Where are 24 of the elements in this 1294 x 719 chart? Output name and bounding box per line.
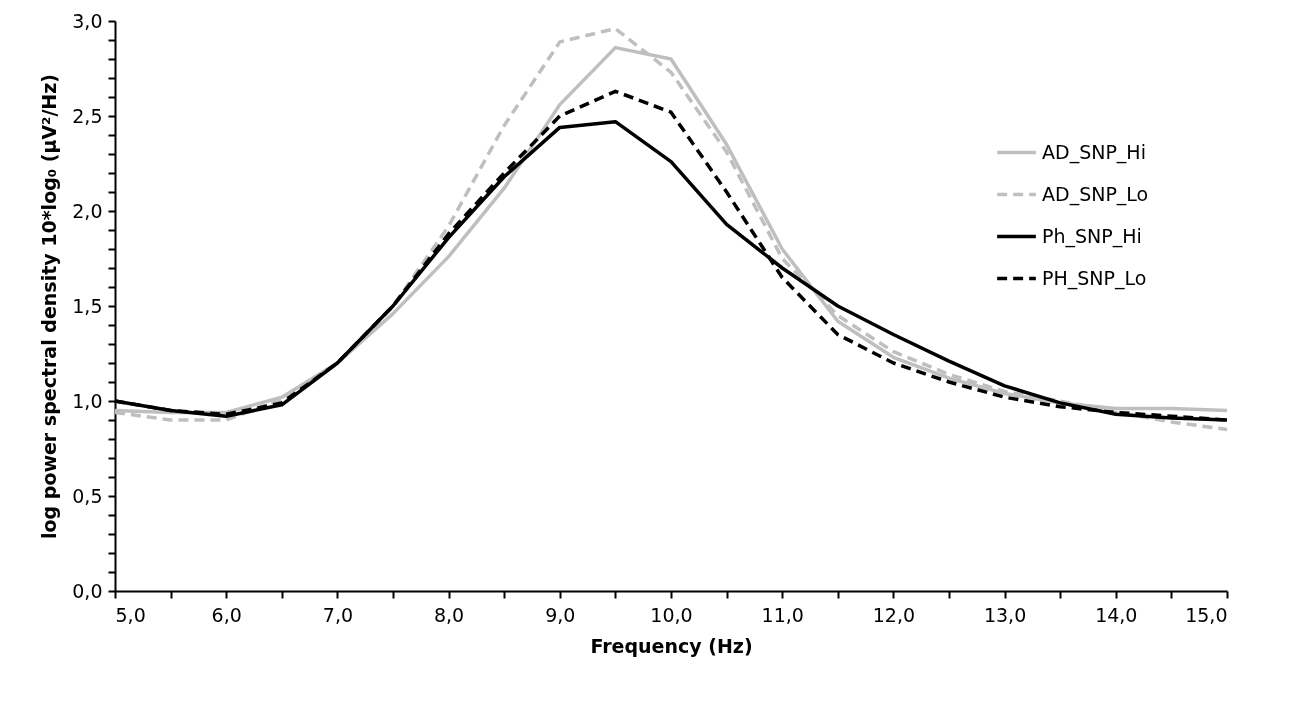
x-tick-label: 5,0 <box>115 603 146 626</box>
x-tick-label: 13,0 <box>983 603 1027 626</box>
legend-label: Ph_SNP_Hi <box>1042 224 1142 248</box>
y-tick-label: 2,0 <box>72 199 103 222</box>
y-tick-label: 1,0 <box>72 389 103 412</box>
x-tick-label: 7,0 <box>322 603 354 626</box>
legend-label: AD_SNP_Lo <box>1042 182 1149 206</box>
x-tick-label: 6,0 <box>211 603 242 626</box>
x-tick-label: 12,0 <box>872 603 916 626</box>
x-tick-label: 11,0 <box>761 603 804 626</box>
x-tick-label: 15,0 <box>1185 603 1228 626</box>
y-tick-label: 0,5 <box>72 484 103 507</box>
x-axis-title: Frequency (Hz) <box>590 634 753 657</box>
x-tick-label: 10,0 <box>650 603 693 626</box>
x-tick-label: 14,0 <box>1095 603 1138 626</box>
x-tick-label: 9,0 <box>545 603 576 626</box>
legend-label: AD_SNP_Hi <box>1042 140 1146 164</box>
y-axis-title: log power spectral density 10*log₀ (µV²/Hz) <box>38 74 61 539</box>
y-tick-label: 3,0 <box>72 9 103 32</box>
x-tick-label: 8,0 <box>433 603 465 626</box>
y-tick-label: 2,5 <box>72 104 103 127</box>
legend-label: PH_SNP_Lo <box>1042 266 1147 290</box>
y-tick-label: 0,0 <box>72 579 103 602</box>
y-tick-label: 1,5 <box>72 294 103 317</box>
